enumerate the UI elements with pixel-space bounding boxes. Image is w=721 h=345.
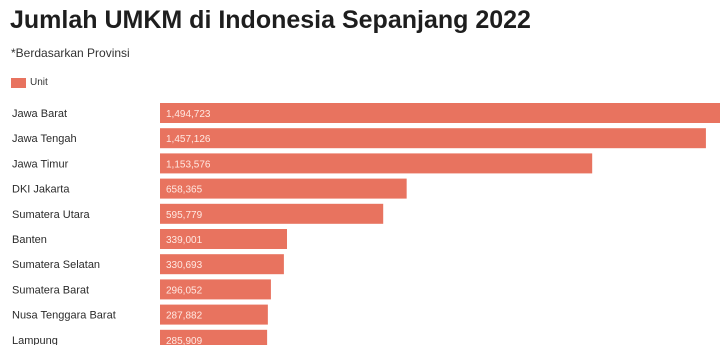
bar-3 <box>160 178 407 199</box>
value-label: 296,052 <box>166 285 203 296</box>
bar-6 <box>160 254 284 275</box>
value-label: 1,494,723 <box>166 109 211 120</box>
category-label: Nusa Tenggara Barat <box>12 310 116 322</box>
bar-2 <box>160 153 593 174</box>
bars-layer: Jawa Barat 1,494,723 Jawa Tengah 1,457,126 J… <box>12 103 720 345</box>
category-label: Jawa Timur <box>12 158 69 170</box>
chart-subtitle: *Berdasarkan Provinsi <box>11 46 130 60</box>
bar-0 <box>160 103 720 123</box>
category-label: Banten <box>12 234 47 246</box>
category-label: Sumatera Barat <box>12 284 89 296</box>
category-label: Sumatera Selatan <box>12 259 100 271</box>
bar-5 <box>160 229 288 249</box>
value-label: 339,001 <box>166 235 203 246</box>
bar-7 <box>160 279 271 300</box>
category-label: Lampung <box>12 335 58 345</box>
value-label: 285,909 <box>166 336 203 345</box>
bar-4 <box>160 203 384 224</box>
bar-8 <box>160 304 268 325</box>
value-label: 1,457,126 <box>166 134 211 145</box>
chart-legend: Unit <box>11 77 48 88</box>
value-label: 1,153,576 <box>166 159 211 170</box>
value-label: 287,882 <box>166 311 203 322</box>
legend-label: Unit <box>30 77 48 88</box>
category-label: Sumatera Utara <box>12 209 91 221</box>
category-label: DKI Jakarta <box>12 184 70 196</box>
category-label: Jawa Barat <box>12 108 67 120</box>
value-label: 658,365 <box>166 185 203 196</box>
legend-swatch <box>11 77 26 88</box>
value-label: 595,779 <box>166 210 203 221</box>
chart-title: Jumlah UMKM di Indonesia Sepanjang 2022 <box>10 6 531 34</box>
bar-1 <box>160 128 706 149</box>
bar-9 <box>160 329 268 345</box>
value-label: 330,693 <box>166 260 203 271</box>
category-label: Jawa Tengah <box>12 133 77 145</box>
